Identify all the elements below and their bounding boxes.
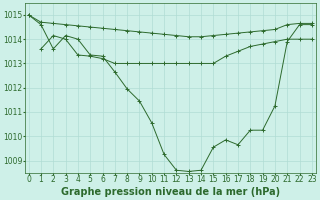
X-axis label: Graphe pression niveau de la mer (hPa): Graphe pression niveau de la mer (hPa) (61, 187, 280, 197)
